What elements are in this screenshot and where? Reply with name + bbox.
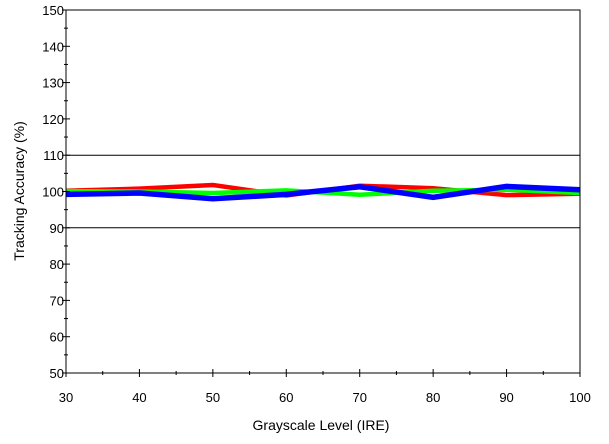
x-axis-label: Grayscale Level (IRE) [253, 417, 390, 433]
y-axis-label: Tracking Accuracy (%) [11, 121, 27, 261]
y-tick-label: 150 [42, 3, 64, 18]
x-tick-label: 40 [132, 390, 146, 405]
series-line-3 [65, 183, 581, 202]
y-tick-label: 90 [50, 221, 64, 236]
x-tick-label: 80 [426, 390, 440, 405]
x-tick-label: 50 [206, 390, 220, 405]
x-tick-label: 60 [279, 390, 293, 405]
y-tick-label: 50 [50, 366, 64, 381]
y-tick-label: 140 [42, 39, 64, 54]
x-tick-label: 70 [352, 390, 366, 405]
x-tick-label: 100 [569, 390, 591, 405]
y-tick-label: 70 [50, 293, 64, 308]
x-tick-label: 90 [499, 390, 513, 405]
y-tick-label: 80 [50, 257, 64, 272]
y-tick-label: 100 [42, 185, 64, 200]
x-tick-label: 30 [59, 390, 73, 405]
y-tick-label: 60 [50, 330, 64, 345]
y-tick-label: 110 [43, 148, 64, 163]
y-tick-label: 120 [42, 112, 64, 127]
y-tick-label: 130 [42, 76, 64, 91]
